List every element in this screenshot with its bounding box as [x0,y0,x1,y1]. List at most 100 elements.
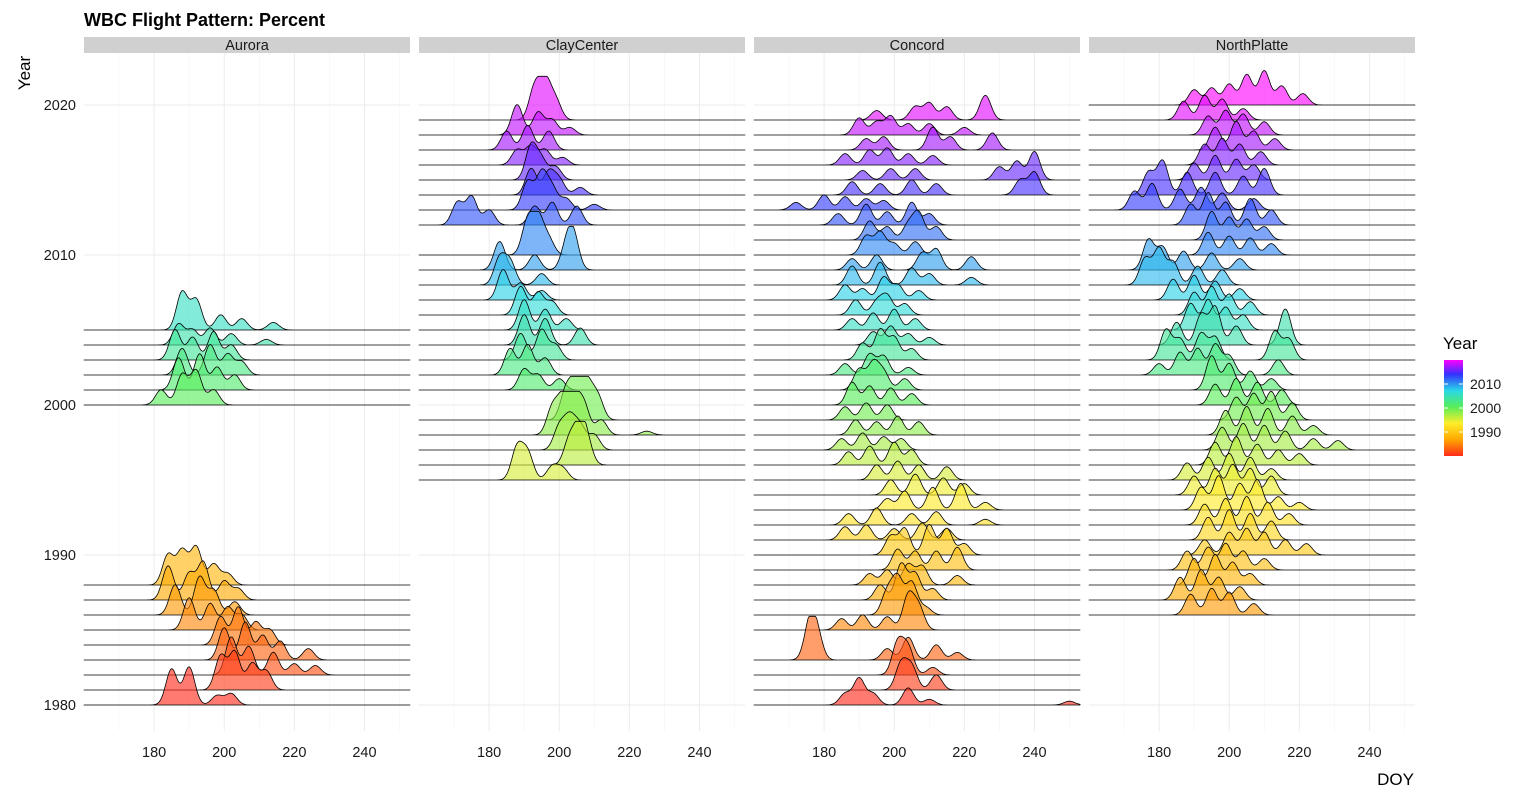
ridge-1990 [753,524,1081,556]
ridge-2012 [418,195,746,226]
ridge-2002 [753,352,1081,376]
ridge-2006 [1088,285,1416,316]
ridge-1992 [753,507,1081,526]
ridge-2018 [1088,109,1416,136]
facet-strip [1089,37,1415,53]
facet-panels: Aurora 180 200 220 240 ClayCenter 180 200 220 240… [44,37,1416,761]
ridge-2000 [1088,378,1416,406]
chart-title: WBC Flight Pattern: Percent [84,10,325,30]
y-tick-label: 2020 [44,98,76,114]
ridge-1995 [418,440,746,481]
ridge-2009 [753,247,1081,271]
ridge-1995 [1088,453,1416,481]
ridge-1998 [753,415,1081,436]
ridge-2007 [753,276,1081,301]
ridge-2001 [1088,355,1416,391]
y-tick-label: 1990 [44,548,76,564]
ridge-1981 [83,649,411,691]
ridge-2006 [418,285,746,316]
x-tick-label: 180 [477,745,501,761]
ridge-1989 [1088,542,1416,571]
ridge-1991 [1088,509,1416,541]
ridge-2019 [418,75,746,121]
x-tick-label: 240 [1357,745,1381,761]
ridge-1980 [753,677,1081,706]
ridge-2005 [1088,298,1416,331]
x-tick-label: 180 [142,745,166,761]
ridge-1980 [83,666,411,706]
facet-strip-label: NorthPlatte [1216,38,1289,54]
ridge-1986 [753,572,1081,616]
ridge-1988 [1088,554,1416,586]
ridge-1994 [753,473,1081,496]
x-tick-label: 180 [812,745,836,761]
x-tick-label: 220 [952,745,976,761]
ridge-2012 [1088,192,1416,226]
y-tick-label: 1980 [44,698,76,714]
legend-ticks: 1990 2000 2010 [1444,376,1501,440]
ridge-2001 [753,358,1081,391]
legend-tick-label: 2010 [1470,376,1501,392]
ridge-2014 [418,167,746,196]
ridge-1981 [753,657,1081,691]
ridge-2017 [418,124,746,151]
x-tick-label: 240 [687,745,711,761]
ridge-2004 [83,323,411,346]
ridge-1995 [753,460,1081,481]
legend-title: Year [1443,334,1478,353]
facet-strip-label: Concord [890,38,945,54]
ridge-1996 [753,441,1081,466]
ridge-2007 [418,269,746,301]
ridge-2004 [753,325,1081,346]
facet-strip [419,37,745,53]
x-tick-label: 240 [1022,745,1046,761]
ridge-2016 [418,144,746,166]
ridge-1992 [1088,496,1416,526]
ridge-2002 [1088,343,1416,376]
ridge-2011 [753,209,1081,241]
ridge-1987 [83,560,411,601]
ridge-2016 [1088,137,1416,166]
ridge-2020 [1088,70,1416,106]
ridge-2010 [418,210,746,256]
ridge-1996 [418,420,746,466]
panel-claycenter: ClayCenter 180 200 220 240 [418,37,746,761]
ridge-2010 [753,230,1081,256]
x-tick-label: 200 [212,745,236,761]
x-tick-label: 200 [882,745,906,761]
ridge-1999 [1088,390,1416,421]
ridge-2006 [753,292,1081,316]
ridge-1994 [1088,463,1416,496]
ridge-1997 [753,432,1081,451]
ridge-2001 [83,353,411,391]
panel-northplatte: NorthPlatte 180 200 220 240 [1088,37,1416,761]
ridge-2015 [753,151,1081,181]
ridge-2004 [418,314,746,346]
ridge-2000 [83,368,411,406]
ridge-1999 [753,402,1081,421]
legend-colorbar [1444,360,1463,456]
ridge-1983 [753,615,1081,661]
panel-aurora: Aurora 180 200 220 240 [83,37,411,761]
ridge-1983 [83,621,411,661]
ridge-1987 [753,562,1081,601]
ridge-2018 [418,104,746,136]
ridge-1988 [83,544,411,586]
facet-strip-label: ClayCenter [546,38,619,54]
ridge-1982 [83,636,411,676]
ridge-2003 [418,328,746,361]
ridge-2018 [753,114,1081,136]
ridge-1998 [418,390,746,436]
ridge-1982 [753,635,1081,676]
ridge-2003 [1088,328,1416,361]
ridge-2003 [753,328,1081,361]
ridge-2008 [753,261,1081,286]
ridge-2019 [753,95,1081,121]
ridge-2017 [753,126,1081,151]
legend-tick-label: 1990 [1470,424,1501,440]
ridge-1986 [1088,587,1416,616]
ridge-1986 [83,575,411,616]
x-tick-label: 220 [1287,745,1311,761]
x-tick-label: 220 [282,745,306,761]
ridge-2002 [418,344,746,376]
